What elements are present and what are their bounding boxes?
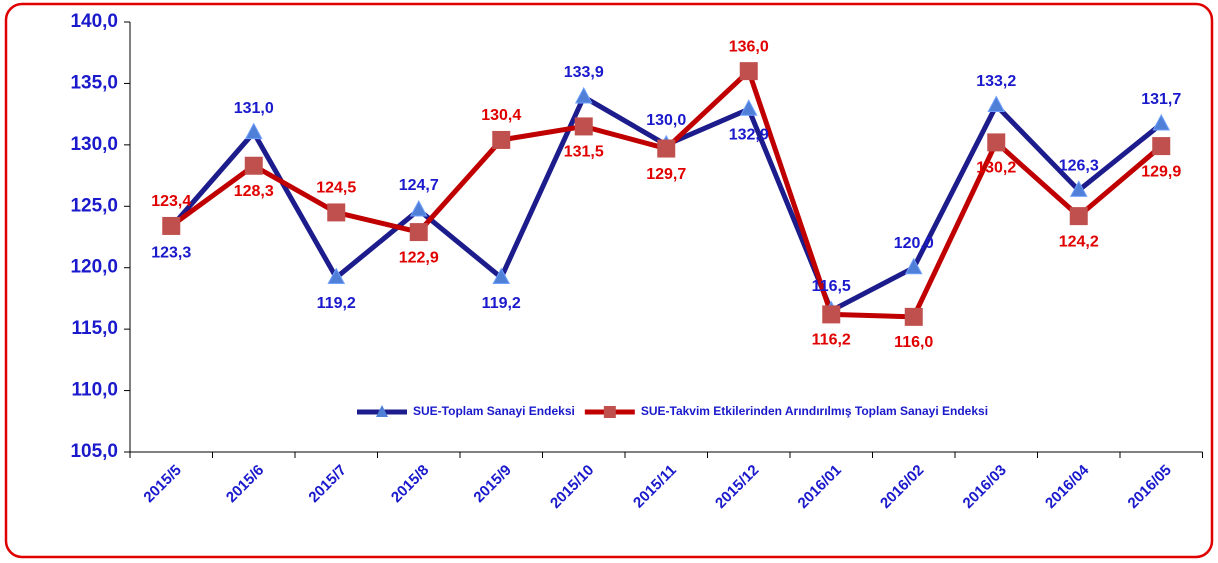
- data-label: 130,2: [976, 160, 1016, 177]
- data-label: 129,9: [1141, 163, 1181, 180]
- y-tick-label: 125,0: [70, 195, 118, 216]
- y-tick-label: 135,0: [70, 72, 118, 93]
- marker: [1069, 207, 1088, 226]
- data-label: 126,3: [1059, 158, 1099, 175]
- data-label: 133,9: [564, 64, 604, 81]
- marker: [1069, 180, 1088, 197]
- chart-border: [4, 2, 1214, 559]
- marker: [739, 99, 758, 116]
- marker: [574, 86, 593, 104]
- marker: [409, 199, 428, 217]
- data-label: 123,3: [151, 244, 191, 261]
- data-label: 120,0: [894, 235, 934, 252]
- data-label: 131,0: [234, 100, 274, 117]
- data-label: 133,2: [976, 73, 1016, 90]
- y-tick-label: 110,0: [72, 380, 119, 401]
- data-label: 128,3: [234, 183, 274, 200]
- y-tick-label: 120,0: [70, 257, 118, 278]
- data-label: 130,4: [481, 107, 521, 124]
- marker: [492, 130, 511, 149]
- y-tick-label: 140,0: [70, 11, 118, 32]
- data-label: 124,5: [316, 180, 356, 197]
- data-label: 131,5: [564, 144, 604, 161]
- data-label: 123,4: [151, 193, 191, 210]
- y-tick-label: 115,0: [72, 318, 119, 339]
- legend-label: SUE-Toplam Sanayi Endeksi: [413, 404, 575, 418]
- marker: [327, 203, 346, 222]
- data-label: 119,2: [317, 295, 356, 312]
- data-label: 119,2: [482, 295, 521, 312]
- data-label: 122,9: [399, 249, 439, 266]
- data-label: 116,0: [894, 334, 933, 351]
- marker: [987, 133, 1006, 152]
- marker: [739, 62, 758, 81]
- marker: [904, 257, 923, 275]
- y-tick-label: 130,0: [70, 134, 118, 155]
- marker: [574, 117, 593, 136]
- legend-marker: [603, 406, 616, 418]
- data-label: 124,7: [399, 177, 439, 194]
- data-label: 129,7: [646, 166, 686, 183]
- data-label: 116,5: [812, 278, 851, 295]
- marker: [904, 307, 923, 326]
- data-label: 124,2: [1059, 233, 1099, 250]
- data-label: 136,0: [729, 38, 769, 55]
- marker: [987, 95, 1006, 113]
- marker: [1152, 113, 1171, 131]
- marker: [1152, 137, 1171, 156]
- marker: [822, 305, 841, 324]
- data-label: 116,2: [812, 332, 851, 349]
- marker: [327, 267, 346, 285]
- marker: [244, 156, 263, 175]
- data-label: 132,9: [729, 126, 769, 143]
- marker: [657, 139, 676, 158]
- marker: [244, 122, 263, 140]
- y-tick-label: 105,0: [70, 441, 118, 462]
- legend-marker: [376, 405, 388, 417]
- marker: [162, 216, 181, 235]
- marker: [492, 267, 511, 285]
- legend-label: SUE-Takvim Etkilerinden Arındırılmış Top…: [641, 404, 988, 418]
- data-label: 131,7: [1141, 91, 1181, 108]
- marker: [409, 223, 428, 242]
- data-label: 130,0: [646, 112, 686, 129]
